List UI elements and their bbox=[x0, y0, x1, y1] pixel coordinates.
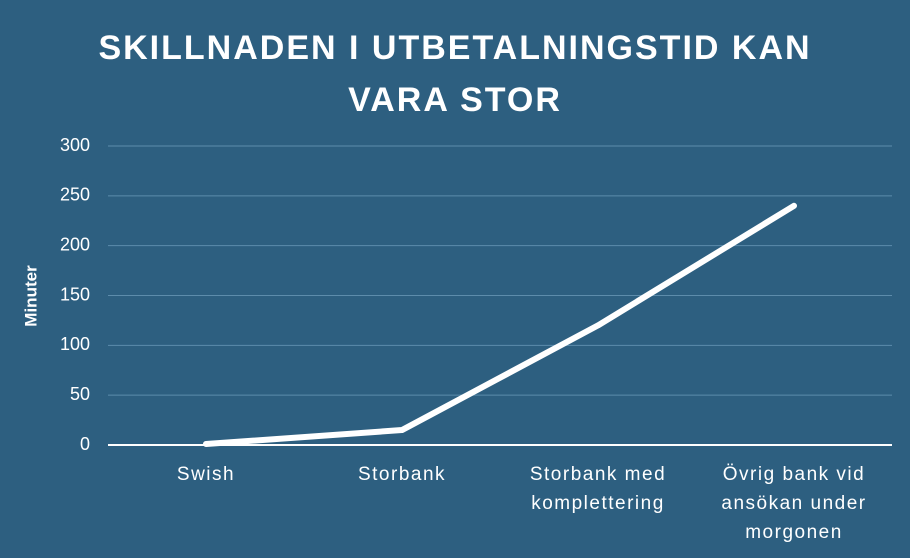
y-tick-label: 250 bbox=[60, 185, 90, 205]
x-tick-label: Övrig bank vid ansökan under morgonen bbox=[721, 464, 867, 543]
x-tick-label: Storbank bbox=[357, 464, 447, 485]
chart-title: SKILLNADEN I UTBETALNINGSTID KAN VARA ST… bbox=[98, 29, 812, 119]
x-tick-label: Storbank med komplettering bbox=[529, 464, 667, 514]
y-tick-label: 300 bbox=[60, 135, 90, 155]
y-tick-label: 100 bbox=[60, 334, 90, 354]
y-tick-label: 200 bbox=[60, 234, 90, 254]
y-tick-label: 0 bbox=[80, 434, 90, 454]
y-tick-label: 50 bbox=[70, 384, 90, 404]
line bbox=[203, 202, 797, 448]
y-tick-label: 150 bbox=[60, 284, 90, 304]
x-tick-label: Swish bbox=[176, 464, 236, 485]
y-axis-label: Minuter bbox=[21, 265, 40, 327]
